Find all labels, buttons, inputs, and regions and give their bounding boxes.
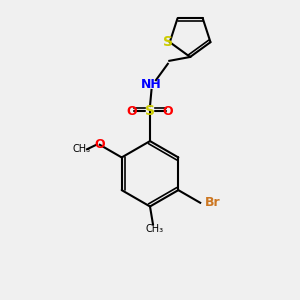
Text: CH₃: CH₃ <box>73 144 91 154</box>
Text: S: S <box>145 104 155 118</box>
Text: CH₃: CH₃ <box>146 224 164 234</box>
Text: S: S <box>163 35 173 49</box>
Text: O: O <box>163 105 173 118</box>
Text: O: O <box>94 138 105 151</box>
Text: Br: Br <box>205 196 220 209</box>
Text: O: O <box>127 105 137 118</box>
Text: NH: NH <box>141 78 162 91</box>
